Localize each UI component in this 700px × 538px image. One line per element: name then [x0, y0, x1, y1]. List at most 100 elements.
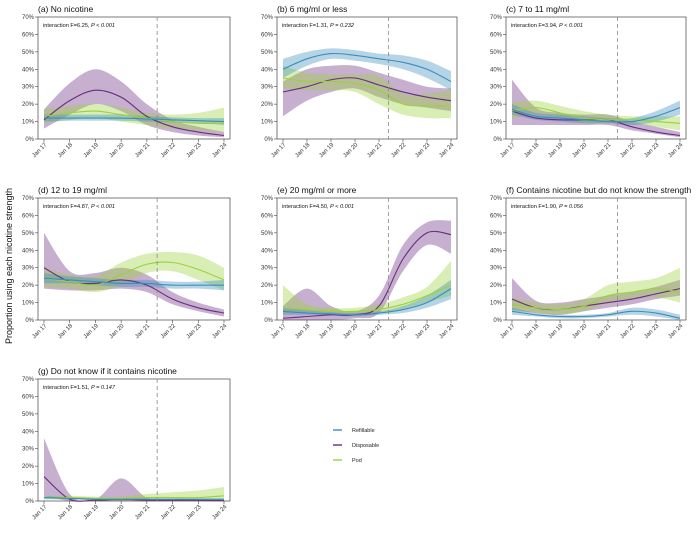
y-tick-label: 30%: [22, 447, 35, 453]
x-tick-label: Jan 17: [270, 142, 287, 159]
y-tick-label: 10%: [261, 120, 274, 126]
series-line-pod: [282, 284, 452, 313]
x-tick-label: Jan 24: [667, 323, 684, 340]
y-tick-label: 70%: [22, 196, 35, 202]
x-tick-label: Jan 19: [318, 323, 335, 340]
series-line-disposable: [282, 230, 452, 319]
plot-frame: [276, 16, 458, 140]
series-line-disposable: [282, 77, 452, 102]
y-tick-label: 70%: [22, 15, 35, 21]
x-tick-label: Jan 17: [499, 142, 516, 159]
interaction-annotation: interaction F=4.50, P < 0.001: [282, 204, 354, 210]
panel-title: (d) 12 to 19 mg/ml: [38, 185, 107, 195]
y-tick-label: 40%: [22, 67, 35, 73]
series-line-pod: [43, 261, 225, 286]
y-tick-label: 0%: [25, 137, 34, 143]
y-tick-label: 10%: [490, 301, 503, 307]
x-tick-label: Jan 22: [160, 323, 177, 340]
series-line-pod: [282, 77, 452, 107]
x-tick-label: Jan 20: [342, 323, 359, 340]
y-tick-label: 60%: [261, 213, 274, 219]
y-tick-label: 50%: [490, 231, 503, 237]
chart-panel: (f) Contains nicotine but do not know th…: [490, 185, 692, 340]
annotation-f: interaction F=4.87,: [43, 204, 91, 210]
panel-title: (e) 20 mg/ml or more: [277, 185, 357, 195]
x-tick-label: Jan 19: [83, 142, 100, 159]
y-tick-label: 70%: [261, 196, 274, 202]
series-line-pod: [43, 495, 225, 500]
interaction-annotation: interaction F=1.31, P = 0.232: [282, 23, 355, 29]
annotation-p: P = 0.147: [91, 385, 116, 391]
y-tick-label: 60%: [22, 394, 35, 400]
x-tick-label: Jan 23: [414, 142, 431, 159]
x-tick-label: Jan 21: [595, 323, 612, 340]
x-tick-label: Jan 22: [390, 142, 407, 159]
x-tick-label: Jan 19: [547, 142, 564, 159]
x-tick-label: Jan 17: [31, 504, 48, 521]
y-tick-label: 20%: [22, 283, 35, 289]
annotation-f: interaction F=1.51,: [43, 385, 91, 391]
legend-label-refillable: Refillable: [352, 428, 375, 434]
panel-title: (f) Contains nicotine but do not know th…: [506, 185, 691, 195]
x-tick-label: Jan 24: [438, 323, 455, 340]
x-tick-label: Jan 23: [186, 504, 203, 521]
x-tick-label: Jan 24: [211, 504, 228, 521]
series-line-refillable: [511, 310, 681, 319]
y-tick-label: 10%: [490, 120, 503, 126]
x-tick-label: Jan 21: [366, 142, 383, 159]
annotation-f: interaction F=1.31,: [282, 23, 330, 29]
legend-label-pod: Pod: [352, 458, 362, 464]
y-tick-label: 30%: [490, 85, 503, 91]
y-tick-label: 40%: [261, 248, 274, 254]
ci-band-refillable: [283, 48, 451, 91]
y-tick-label: 30%: [261, 85, 274, 91]
y-tick-label: 60%: [261, 32, 274, 38]
y-tick-label: 70%: [261, 15, 274, 21]
x-tick-label: Jan 24: [211, 323, 228, 340]
x-tick-label: Jan 17: [31, 323, 48, 340]
interaction-annotation: interaction F=4.87, P < 0.001: [43, 204, 115, 210]
y-tick-label: 0%: [264, 137, 273, 143]
chart-panel: (g) Do not know if it contains nicotine 0…: [22, 366, 231, 521]
chart-panel: (a) No nicotine 0% 10% 20% 30% 40% 50% 60% 70% Ja…: [22, 4, 231, 159]
x-tick-label: Jan 20: [109, 323, 126, 340]
x-tick-label: Jan 19: [318, 142, 335, 159]
annotation-p: P < 0.001: [91, 204, 115, 210]
y-tick-label: 0%: [25, 318, 34, 324]
x-tick-label: Jan 20: [571, 142, 588, 159]
ci-band-refillable: [512, 100, 680, 126]
x-tick-label: Jan 23: [643, 142, 660, 159]
x-tick-label: Jan 23: [414, 323, 431, 340]
y-tick-label: 40%: [490, 67, 503, 73]
plot-frame: [276, 197, 458, 321]
series-line-pod: [43, 110, 225, 124]
ci-band-pod: [44, 251, 224, 293]
x-tick-label: Jan 21: [595, 142, 612, 159]
y-tick-label: 20%: [22, 464, 35, 470]
ci-band-refillable: [283, 279, 451, 317]
panel-title: (a) No nicotine: [38, 4, 94, 14]
interaction-annotation: interaction F=1.51, P = 0.147: [43, 385, 116, 391]
x-tick-label: Jan 19: [547, 323, 564, 340]
ci-band-pod: [512, 267, 680, 315]
y-tick-label: 20%: [22, 102, 35, 108]
chart-panel: (e) 20 mg/ml or more 0% 10% 20% 30% 40% 50% 60%…: [261, 185, 458, 340]
plot-frame: [37, 16, 231, 140]
ci-band-disposable: [283, 65, 451, 117]
annotation-p: P = 0.056: [559, 204, 584, 210]
x-tick-label: Jan 22: [619, 323, 636, 340]
x-tick-label: Jan 17: [270, 323, 287, 340]
x-tick-label: Jan 23: [186, 142, 203, 159]
y-tick-label: 20%: [261, 102, 274, 108]
y-axis-label: Proportion using each nicotine strength: [4, 188, 14, 344]
ci-band-disposable: [283, 220, 451, 321]
annotation-p: P = 0.232: [330, 23, 355, 29]
y-tick-label: 40%: [490, 248, 503, 254]
x-tick-label: Jan 18: [523, 142, 540, 159]
y-tick-label: 60%: [22, 32, 35, 38]
y-tick-label: 50%: [22, 50, 35, 56]
series-line-refillable: [43, 496, 224, 500]
x-tick-label: Jan 17: [499, 323, 516, 340]
interaction-annotation: interaction F=6.25, P < 0.001: [43, 23, 115, 29]
